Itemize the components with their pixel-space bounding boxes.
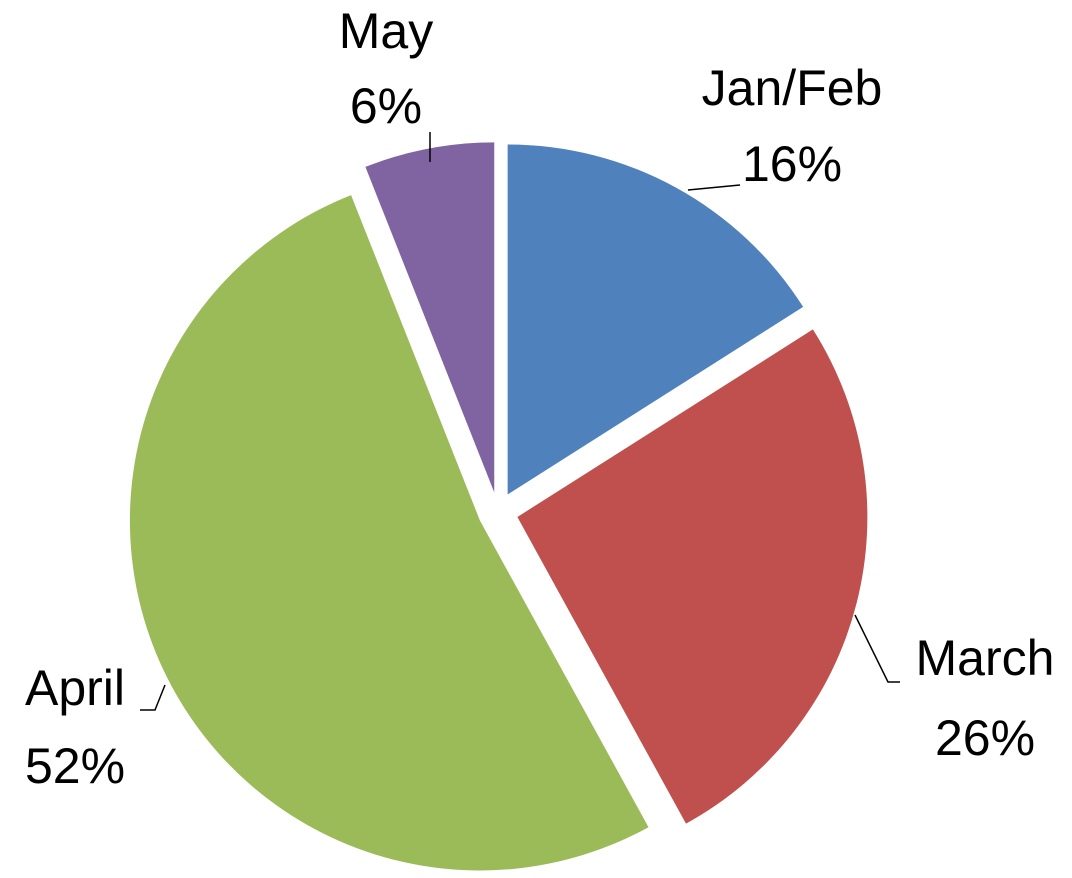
pie-slice [365,142,495,493]
pie-slice [507,144,804,495]
pie-slice [517,329,868,824]
slice-label: March [916,630,1055,686]
slice-value: 52% [25,738,125,794]
slice-value: 6% [350,78,422,134]
leader-line [140,684,166,711]
leader-line [854,614,900,683]
slice-value: 26% [935,710,1035,766]
slice-label: Jan/Feb [702,60,883,116]
pie-slice [129,195,649,871]
slice-label: May [339,3,433,59]
slice-value: 16% [742,136,842,192]
leader-line [687,184,741,191]
slice-label: April [25,660,125,716]
